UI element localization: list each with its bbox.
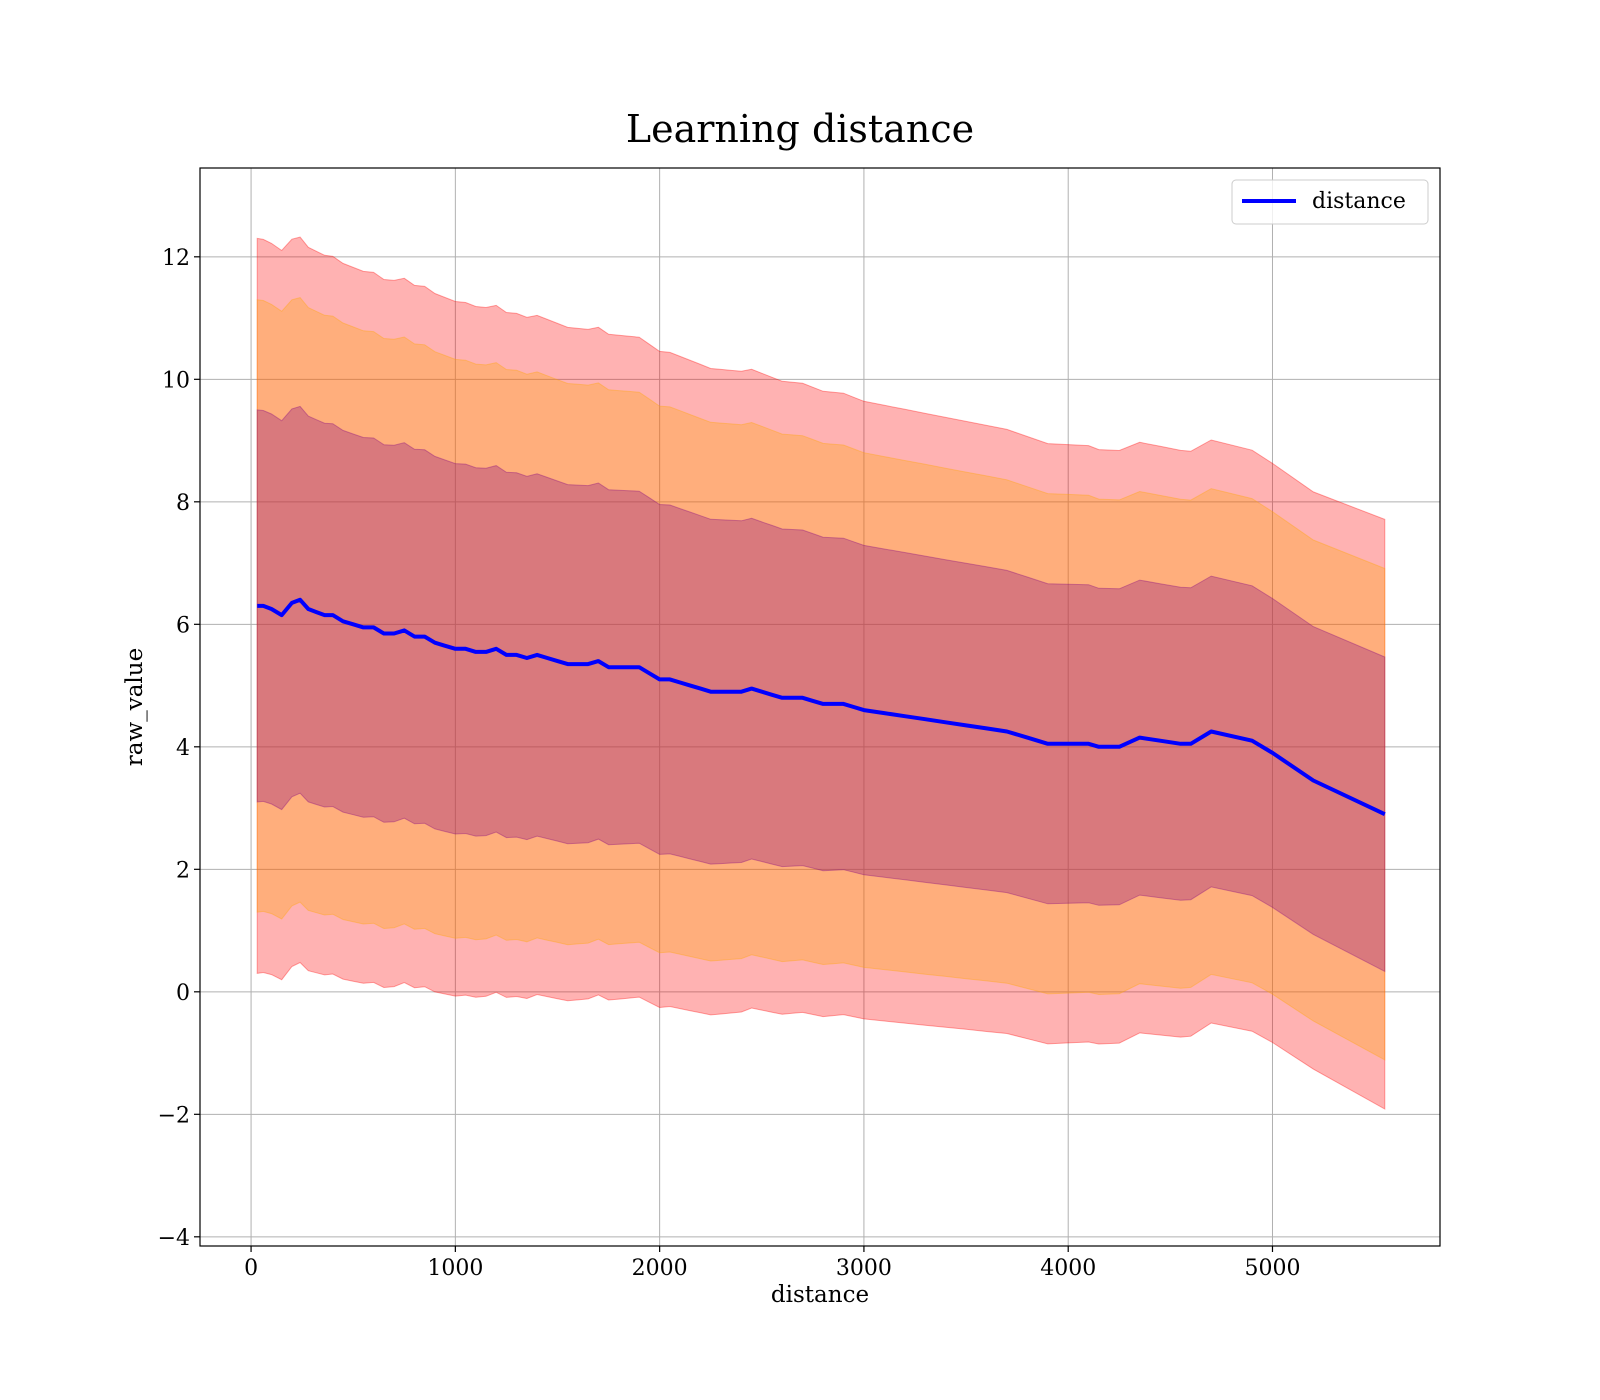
- x-tick-label: 0: [244, 1256, 258, 1281]
- y-tick-label: 12: [162, 246, 190, 271]
- plot-area-frame: [199, 167, 1441, 1247]
- x-tick-label: 4000: [1040, 1256, 1096, 1281]
- y-tick-label: 4: [176, 736, 190, 761]
- y-tick-label: 8: [176, 491, 190, 516]
- std-bands: [256, 236, 1386, 1110]
- std-band-2: [256, 405, 1386, 973]
- x-axis-label: distance: [771, 1282, 869, 1308]
- axis-ticks: 0 1000 2000 3000 4000 5000 −4 −2 0 2 4 6 8 10 12: [158, 246, 1301, 1281]
- std-band-1: [256, 297, 1386, 1061]
- y-tick-label: 6: [176, 613, 190, 638]
- y-tick-label: −2: [158, 1103, 190, 1128]
- y-axis-label: raw_value: [122, 648, 148, 766]
- y-tick-label: 0: [176, 981, 190, 1006]
- legend-label-distance: distance: [1312, 189, 1406, 214]
- y-tick-label: 2: [176, 858, 190, 883]
- grid-lines: [200, 168, 1440, 1246]
- x-tick-label: 5000: [1244, 1256, 1300, 1281]
- x-tick-label: 3000: [836, 1256, 892, 1281]
- x-tick-label: 1000: [427, 1256, 483, 1281]
- y-tick-label: 10: [162, 368, 190, 393]
- legend-box: [1231, 179, 1429, 225]
- y-tick-label: −4: [158, 1226, 190, 1251]
- std-band-0: [256, 236, 1386, 1110]
- legend: distance: [1231, 179, 1429, 225]
- chart-title: Learning distance: [626, 107, 974, 151]
- series-line-distance: [257, 597, 1386, 817]
- series-lines: [257, 597, 1386, 817]
- x-tick-label: 2000: [632, 1256, 688, 1281]
